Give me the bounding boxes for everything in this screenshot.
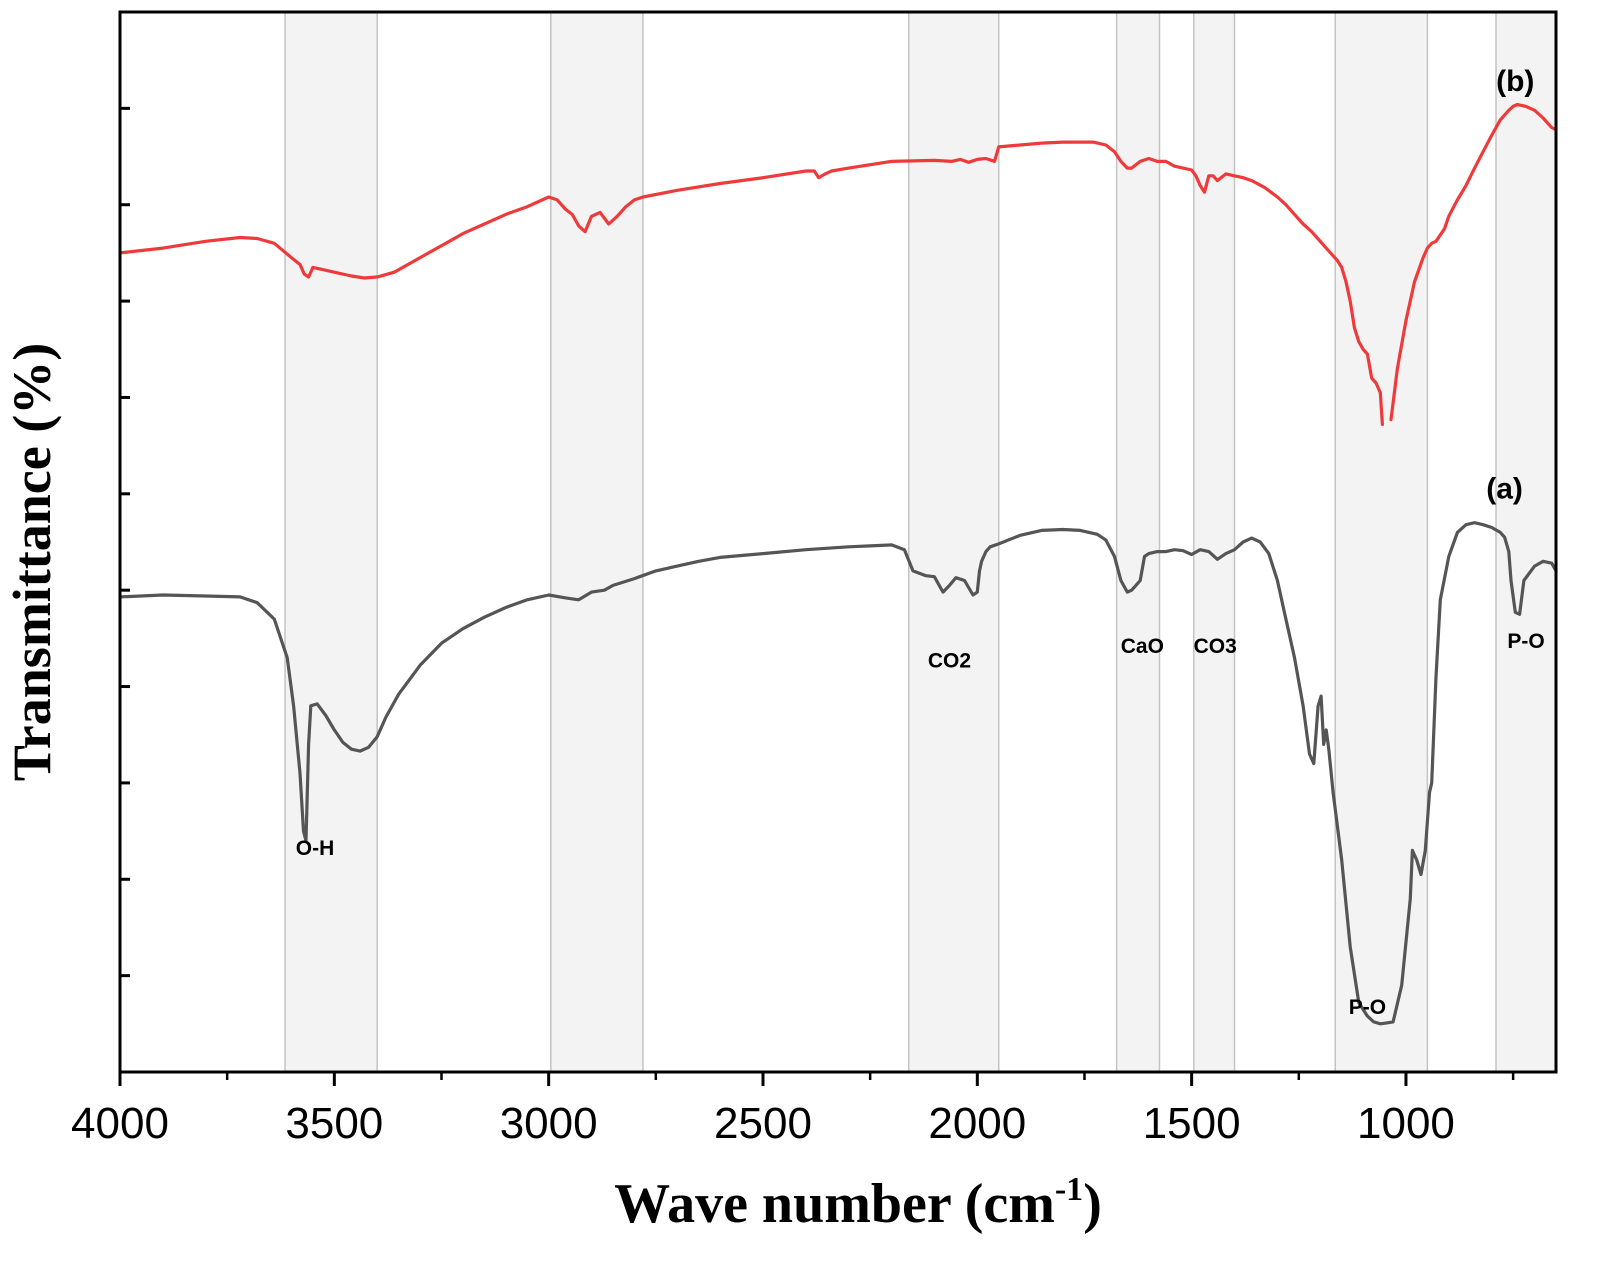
x-axis-title-tail: )	[1083, 1173, 1102, 1235]
shaded-band-2	[907, 12, 1000, 1072]
series-label-b: (b)	[1496, 65, 1534, 98]
x-tick-label: 4000	[71, 1099, 169, 1148]
x-tick-labels: 4000 3500 3000 2500 2000 1500 1000	[71, 1099, 1455, 1148]
annotations: O-H CO2 CaO CO3 P-O P-O	[296, 630, 1545, 1019]
peak-annotation: P-O	[1349, 996, 1386, 1019]
y-axis-ticks	[120, 106, 130, 978]
x-tick-label: 2000	[928, 1099, 1026, 1148]
x-tick-label: 3000	[500, 1099, 598, 1148]
series-line-a	[118, 521, 1558, 1026]
x-axis-ticks	[118, 1072, 1515, 1086]
x-tick-label: 3500	[285, 1099, 383, 1148]
x-tick-label: 1500	[1143, 1099, 1241, 1148]
shaded-band-0	[284, 12, 378, 1072]
series-labels: (a) (b)	[1486, 65, 1534, 506]
peak-annotation: P-O	[1507, 630, 1544, 653]
x-axis-title-sup: -1	[1055, 1171, 1083, 1208]
peak-annotation: O-H	[296, 837, 335, 860]
series-line-b	[118, 102, 1558, 426]
shaded-band-5	[1334, 12, 1429, 1072]
x-tick-label: 1000	[1357, 1099, 1455, 1148]
shaded-bands	[284, 12, 1556, 1072]
plot-frame	[118, 10, 1558, 1074]
shaded-band-1	[550, 12, 644, 1072]
peak-annotation: CaO	[1121, 635, 1164, 658]
series-lines	[118, 102, 1558, 1026]
y-axis-title: Transmittance (%)	[2, 343, 62, 781]
shaded-band-3	[1115, 12, 1161, 1072]
x-axis-title-main: Wave number (cm	[614, 1173, 1055, 1235]
x-axis-title: Wave number (cm-1)	[614, 1171, 1102, 1235]
series-label-a: (a)	[1486, 473, 1523, 506]
peak-annotation: CO3	[1194, 635, 1237, 658]
peak-annotation: CO2	[928, 649, 971, 672]
x-tick-label: 2500	[714, 1099, 812, 1148]
shaded-band-4	[1193, 12, 1236, 1072]
